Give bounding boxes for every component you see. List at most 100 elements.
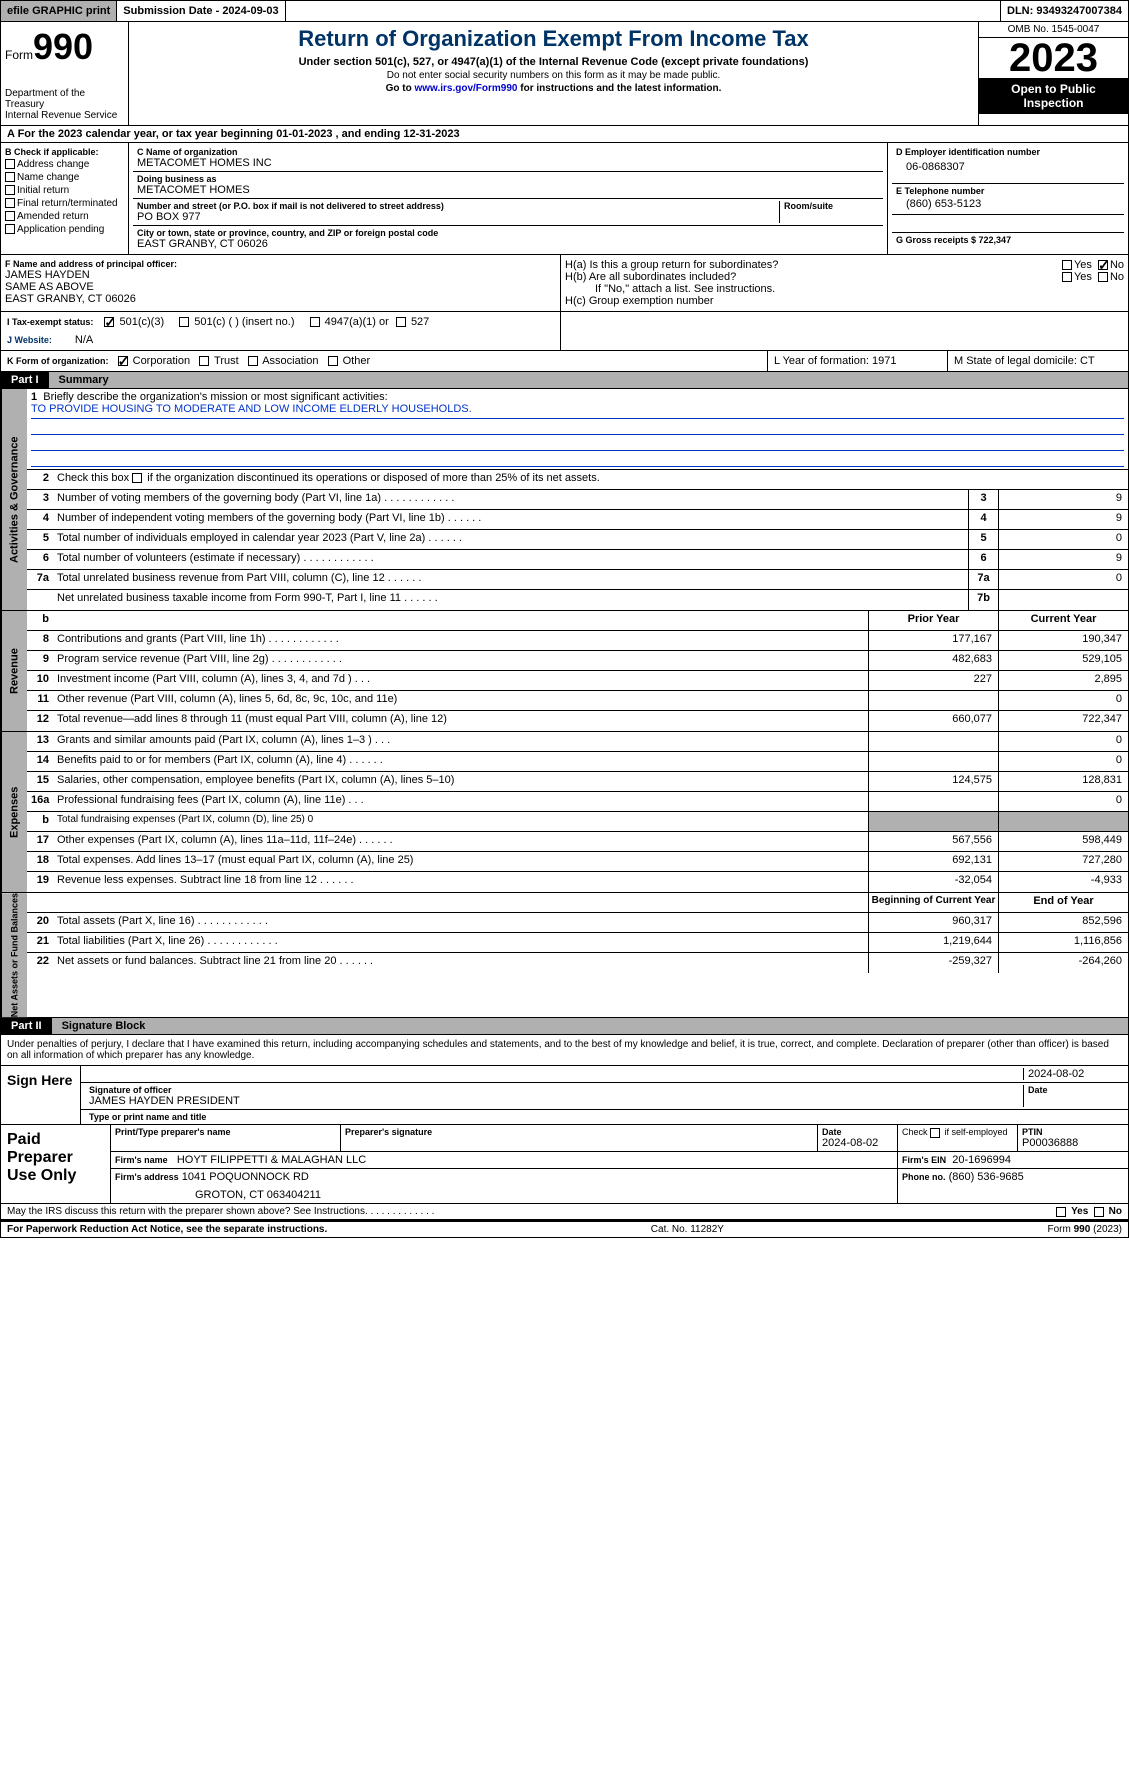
val-l20p: 960,317 bbox=[868, 913, 998, 932]
ssn-note: Do not enter social security numbers on … bbox=[137, 70, 970, 81]
officer-signature: JAMES HAYDEN PRESIDENT bbox=[89, 1095, 1019, 1107]
firm-phone: (860) 536-9685 bbox=[949, 1171, 1024, 1183]
checkbox-501c3[interactable] bbox=[104, 317, 114, 327]
cat-number: Cat. No. 11282Y bbox=[651, 1224, 724, 1235]
street-address: PO BOX 977 bbox=[137, 211, 779, 223]
checkbox-amended[interactable] bbox=[5, 211, 15, 221]
part1-header: Part ISummary bbox=[0, 372, 1129, 389]
pra-notice: For Paperwork Reduction Act Notice, see … bbox=[7, 1224, 327, 1235]
box-c: C Name of organizationMETACOMET HOMES IN… bbox=[129, 143, 888, 254]
irs-link[interactable]: www.irs.gov/Form990 bbox=[414, 83, 517, 94]
checkbox-ha-no[interactable] bbox=[1098, 260, 1108, 270]
val-l16ap bbox=[868, 792, 998, 811]
tax-year: 2023 bbox=[979, 38, 1128, 78]
val-l8p: 177,167 bbox=[868, 631, 998, 650]
firm-name: HOYT FILIPPETTI & MALAGHAN LLC bbox=[177, 1154, 366, 1166]
val-l6: 9 bbox=[998, 550, 1128, 569]
phone-value: (860) 653-5123 bbox=[896, 196, 1120, 212]
sign-date: 2024-08-02 bbox=[1024, 1068, 1124, 1080]
checkbox-discuss-yes[interactable] bbox=[1056, 1207, 1066, 1217]
section-bcdeg: B Check if applicable: Address change Na… bbox=[0, 143, 1129, 255]
val-l14c: 0 bbox=[998, 752, 1128, 771]
website-value: N/A bbox=[75, 334, 93, 346]
form-number: Form990 bbox=[5, 26, 124, 68]
checkbox-hb-yes[interactable] bbox=[1062, 272, 1072, 282]
efile-label: efile GRAPHIC print bbox=[1, 1, 117, 21]
checkbox-discontinued[interactable] bbox=[132, 473, 142, 483]
val-l11c: 0 bbox=[998, 691, 1128, 710]
box-b: B Check if applicable: Address change Na… bbox=[1, 143, 129, 254]
val-l15c: 128,831 bbox=[998, 772, 1128, 791]
val-l4: 9 bbox=[998, 510, 1128, 529]
val-l5: 0 bbox=[998, 530, 1128, 549]
checkbox-self-employed[interactable] bbox=[930, 1128, 940, 1138]
prep-date: 2024-08-02 bbox=[822, 1137, 893, 1149]
section-governance: Activities & Governance 1 Briefly descri… bbox=[0, 389, 1129, 611]
vtab-revenue: Revenue bbox=[1, 611, 27, 731]
gross-receipts: G Gross receipts $ 722,347 bbox=[892, 233, 1124, 247]
val-l15p: 124,575 bbox=[868, 772, 998, 791]
val-l17c: 598,449 bbox=[998, 832, 1128, 851]
checkbox-final-return[interactable] bbox=[5, 198, 15, 208]
open-inspection: Open to Public Inspection bbox=[979, 78, 1128, 114]
val-l18c: 727,280 bbox=[998, 852, 1128, 871]
section-expenses: Expenses 13Grants and similar amounts pa… bbox=[0, 732, 1129, 893]
checkbox-initial-return[interactable] bbox=[5, 185, 15, 195]
checkbox-hb-no[interactable] bbox=[1098, 272, 1108, 282]
val-l10c: 2,895 bbox=[998, 671, 1128, 690]
checkbox-ha-yes[interactable] bbox=[1062, 260, 1072, 270]
checkbox-trust[interactable] bbox=[199, 356, 209, 366]
checkbox-corp[interactable] bbox=[118, 356, 128, 366]
val-l7b bbox=[998, 590, 1128, 610]
section-klm: K Form of organization: Corporation Trus… bbox=[0, 351, 1129, 372]
form-header: Form990 Department of the Treasury Inter… bbox=[0, 22, 1129, 126]
checkbox-address-change[interactable] bbox=[5, 159, 15, 169]
ein-value: 06-0868307 bbox=[896, 157, 1120, 181]
box-f: F Name and address of principal officer:… bbox=[1, 255, 561, 311]
checkbox-name-change[interactable] bbox=[5, 172, 15, 182]
section-ij: I Tax-exempt status: 501(c)(3) 501(c) ( … bbox=[0, 312, 1129, 351]
val-l17p: 567,556 bbox=[868, 832, 998, 851]
checkbox-501c[interactable] bbox=[179, 317, 189, 327]
section-revenue: Revenue bPrior YearCurrent Year 8Contrib… bbox=[0, 611, 1129, 732]
checkbox-527[interactable] bbox=[396, 317, 406, 327]
line2-text: Check this box if the organization disco… bbox=[53, 470, 1128, 489]
penalties-text: Under penalties of perjury, I declare th… bbox=[0, 1035, 1129, 1066]
dln-label: DLN: 93493247007384 bbox=[1001, 1, 1128, 21]
paid-preparer-block: Paid Preparer Use Only Print/Type prepar… bbox=[0, 1125, 1129, 1204]
checkbox-4947[interactable] bbox=[310, 317, 320, 327]
box-deg: D Employer identification number06-08683… bbox=[888, 143, 1128, 254]
year-formation: L Year of formation: 1971 bbox=[768, 351, 948, 371]
val-l16ac: 0 bbox=[998, 792, 1128, 811]
val-l13p bbox=[868, 732, 998, 751]
dba-name: METACOMET HOMES bbox=[137, 184, 879, 196]
checkbox-other[interactable] bbox=[328, 356, 338, 366]
firm-ein: 20-1696994 bbox=[952, 1154, 1011, 1166]
ptin-value: P00036888 bbox=[1022, 1137, 1124, 1149]
form-footer: Form 990 (2023) bbox=[1048, 1224, 1122, 1235]
val-l14p bbox=[868, 752, 998, 771]
val-l9p: 482,683 bbox=[868, 651, 998, 670]
vtab-expenses: Expenses bbox=[1, 732, 27, 892]
val-l12p: 660,077 bbox=[868, 711, 998, 731]
footer-row: For Paperwork Reduction Act Notice, see … bbox=[0, 1220, 1129, 1238]
val-l13c: 0 bbox=[998, 732, 1128, 751]
val-l19p: -32,054 bbox=[868, 872, 998, 892]
line-a: A For the 2023 calendar year, or tax yea… bbox=[0, 126, 1129, 143]
vtab-governance: Activities & Governance bbox=[1, 389, 27, 610]
val-l7a: 0 bbox=[998, 570, 1128, 589]
section-net-assets: Net Assets or Fund Balances Beginning of… bbox=[0, 893, 1129, 1018]
dept-treasury: Department of the Treasury bbox=[5, 88, 124, 110]
sign-here-block: Sign Here 2024-08-02 Signature of office… bbox=[0, 1066, 1129, 1125]
checkbox-discuss-no[interactable] bbox=[1094, 1207, 1104, 1217]
checkbox-assoc[interactable] bbox=[248, 356, 258, 366]
top-bar: efile GRAPHIC print Submission Date - 20… bbox=[0, 0, 1129, 22]
val-l21c: 1,116,856 bbox=[998, 933, 1128, 952]
box-h: H(a) Is this a group return for subordin… bbox=[561, 255, 1128, 311]
part2-header: Part IISignature Block bbox=[0, 1018, 1129, 1035]
val-l21p: 1,219,644 bbox=[868, 933, 998, 952]
officer-name: JAMES HAYDEN bbox=[5, 269, 556, 281]
checkbox-app-pending[interactable] bbox=[5, 224, 15, 234]
submission-date: Submission Date - 2024-09-03 bbox=[117, 1, 285, 21]
val-l9c: 529,105 bbox=[998, 651, 1128, 670]
